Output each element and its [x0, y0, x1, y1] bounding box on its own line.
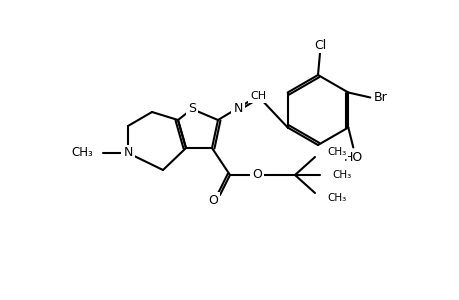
- Text: CH₃: CH₃: [71, 146, 93, 160]
- Text: O: O: [207, 194, 218, 206]
- Text: Cl: Cl: [313, 38, 325, 52]
- Text: HO: HO: [343, 151, 362, 164]
- Text: CH: CH: [249, 91, 265, 101]
- Text: CH₃: CH₃: [326, 193, 346, 203]
- Text: CH₃: CH₃: [326, 147, 346, 157]
- Text: S: S: [188, 103, 196, 116]
- Text: Br: Br: [373, 91, 386, 104]
- Text: N: N: [233, 101, 242, 115]
- Text: CH₃: CH₃: [331, 170, 351, 180]
- Text: N: N: [123, 146, 132, 160]
- Text: O: O: [252, 169, 261, 182]
